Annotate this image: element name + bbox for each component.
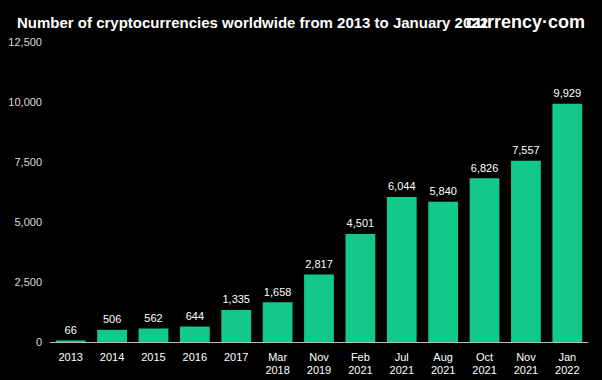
svg-text:506: 506 xyxy=(103,313,121,325)
svg-text:Nov: Nov xyxy=(516,351,536,363)
svg-text:Number of cryptocurrencies wor: Number of cryptocurrencies worldwide fro… xyxy=(17,14,488,31)
svg-text:2022: 2022 xyxy=(555,364,579,376)
svg-text:66: 66 xyxy=(65,324,77,336)
svg-text:currency·com: currency·com xyxy=(466,12,585,32)
svg-text:2019: 2019 xyxy=(307,364,331,376)
svg-text:2021: 2021 xyxy=(348,364,372,376)
svg-text:2,500: 2,500 xyxy=(14,276,42,288)
svg-text:Mar: Mar xyxy=(268,351,287,363)
svg-text:4,501: 4,501 xyxy=(347,217,375,229)
svg-text:Feb: Feb xyxy=(351,351,370,363)
svg-text:2016: 2016 xyxy=(183,351,207,363)
svg-text:7,500: 7,500 xyxy=(14,156,42,168)
svg-text:Nov: Nov xyxy=(309,351,329,363)
svg-text:10,000: 10,000 xyxy=(8,96,42,108)
svg-text:2015: 2015 xyxy=(141,351,165,363)
svg-text:7,557: 7,557 xyxy=(512,144,540,156)
svg-text:Aug: Aug xyxy=(433,351,453,363)
svg-text:0: 0 xyxy=(36,336,42,348)
svg-text:1,658: 1,658 xyxy=(264,286,292,298)
svg-text:5,840: 5,840 xyxy=(429,185,457,197)
svg-text:9,929: 9,929 xyxy=(554,87,582,99)
svg-text:1,335: 1,335 xyxy=(222,293,250,305)
svg-text:644: 644 xyxy=(186,310,204,322)
svg-text:2,817: 2,817 xyxy=(305,258,333,270)
svg-text:2017: 2017 xyxy=(224,351,248,363)
svg-text:2021: 2021 xyxy=(472,364,496,376)
svg-text:5,000: 5,000 xyxy=(14,216,42,228)
svg-text:2014: 2014 xyxy=(100,351,124,363)
svg-text:2021: 2021 xyxy=(431,364,455,376)
svg-text:12,500: 12,500 xyxy=(8,36,42,48)
svg-text:6,044: 6,044 xyxy=(388,180,416,192)
svg-text:Oct: Oct xyxy=(476,351,493,363)
svg-text:2013: 2013 xyxy=(58,351,82,363)
svg-text:Jan: Jan xyxy=(558,351,576,363)
svg-text:Jul: Jul xyxy=(395,351,409,363)
svg-text:2021: 2021 xyxy=(390,364,414,376)
svg-text:2021: 2021 xyxy=(514,364,538,376)
svg-text:562: 562 xyxy=(144,312,162,324)
svg-text:6,826: 6,826 xyxy=(471,162,499,174)
svg-text:2018: 2018 xyxy=(265,364,289,376)
